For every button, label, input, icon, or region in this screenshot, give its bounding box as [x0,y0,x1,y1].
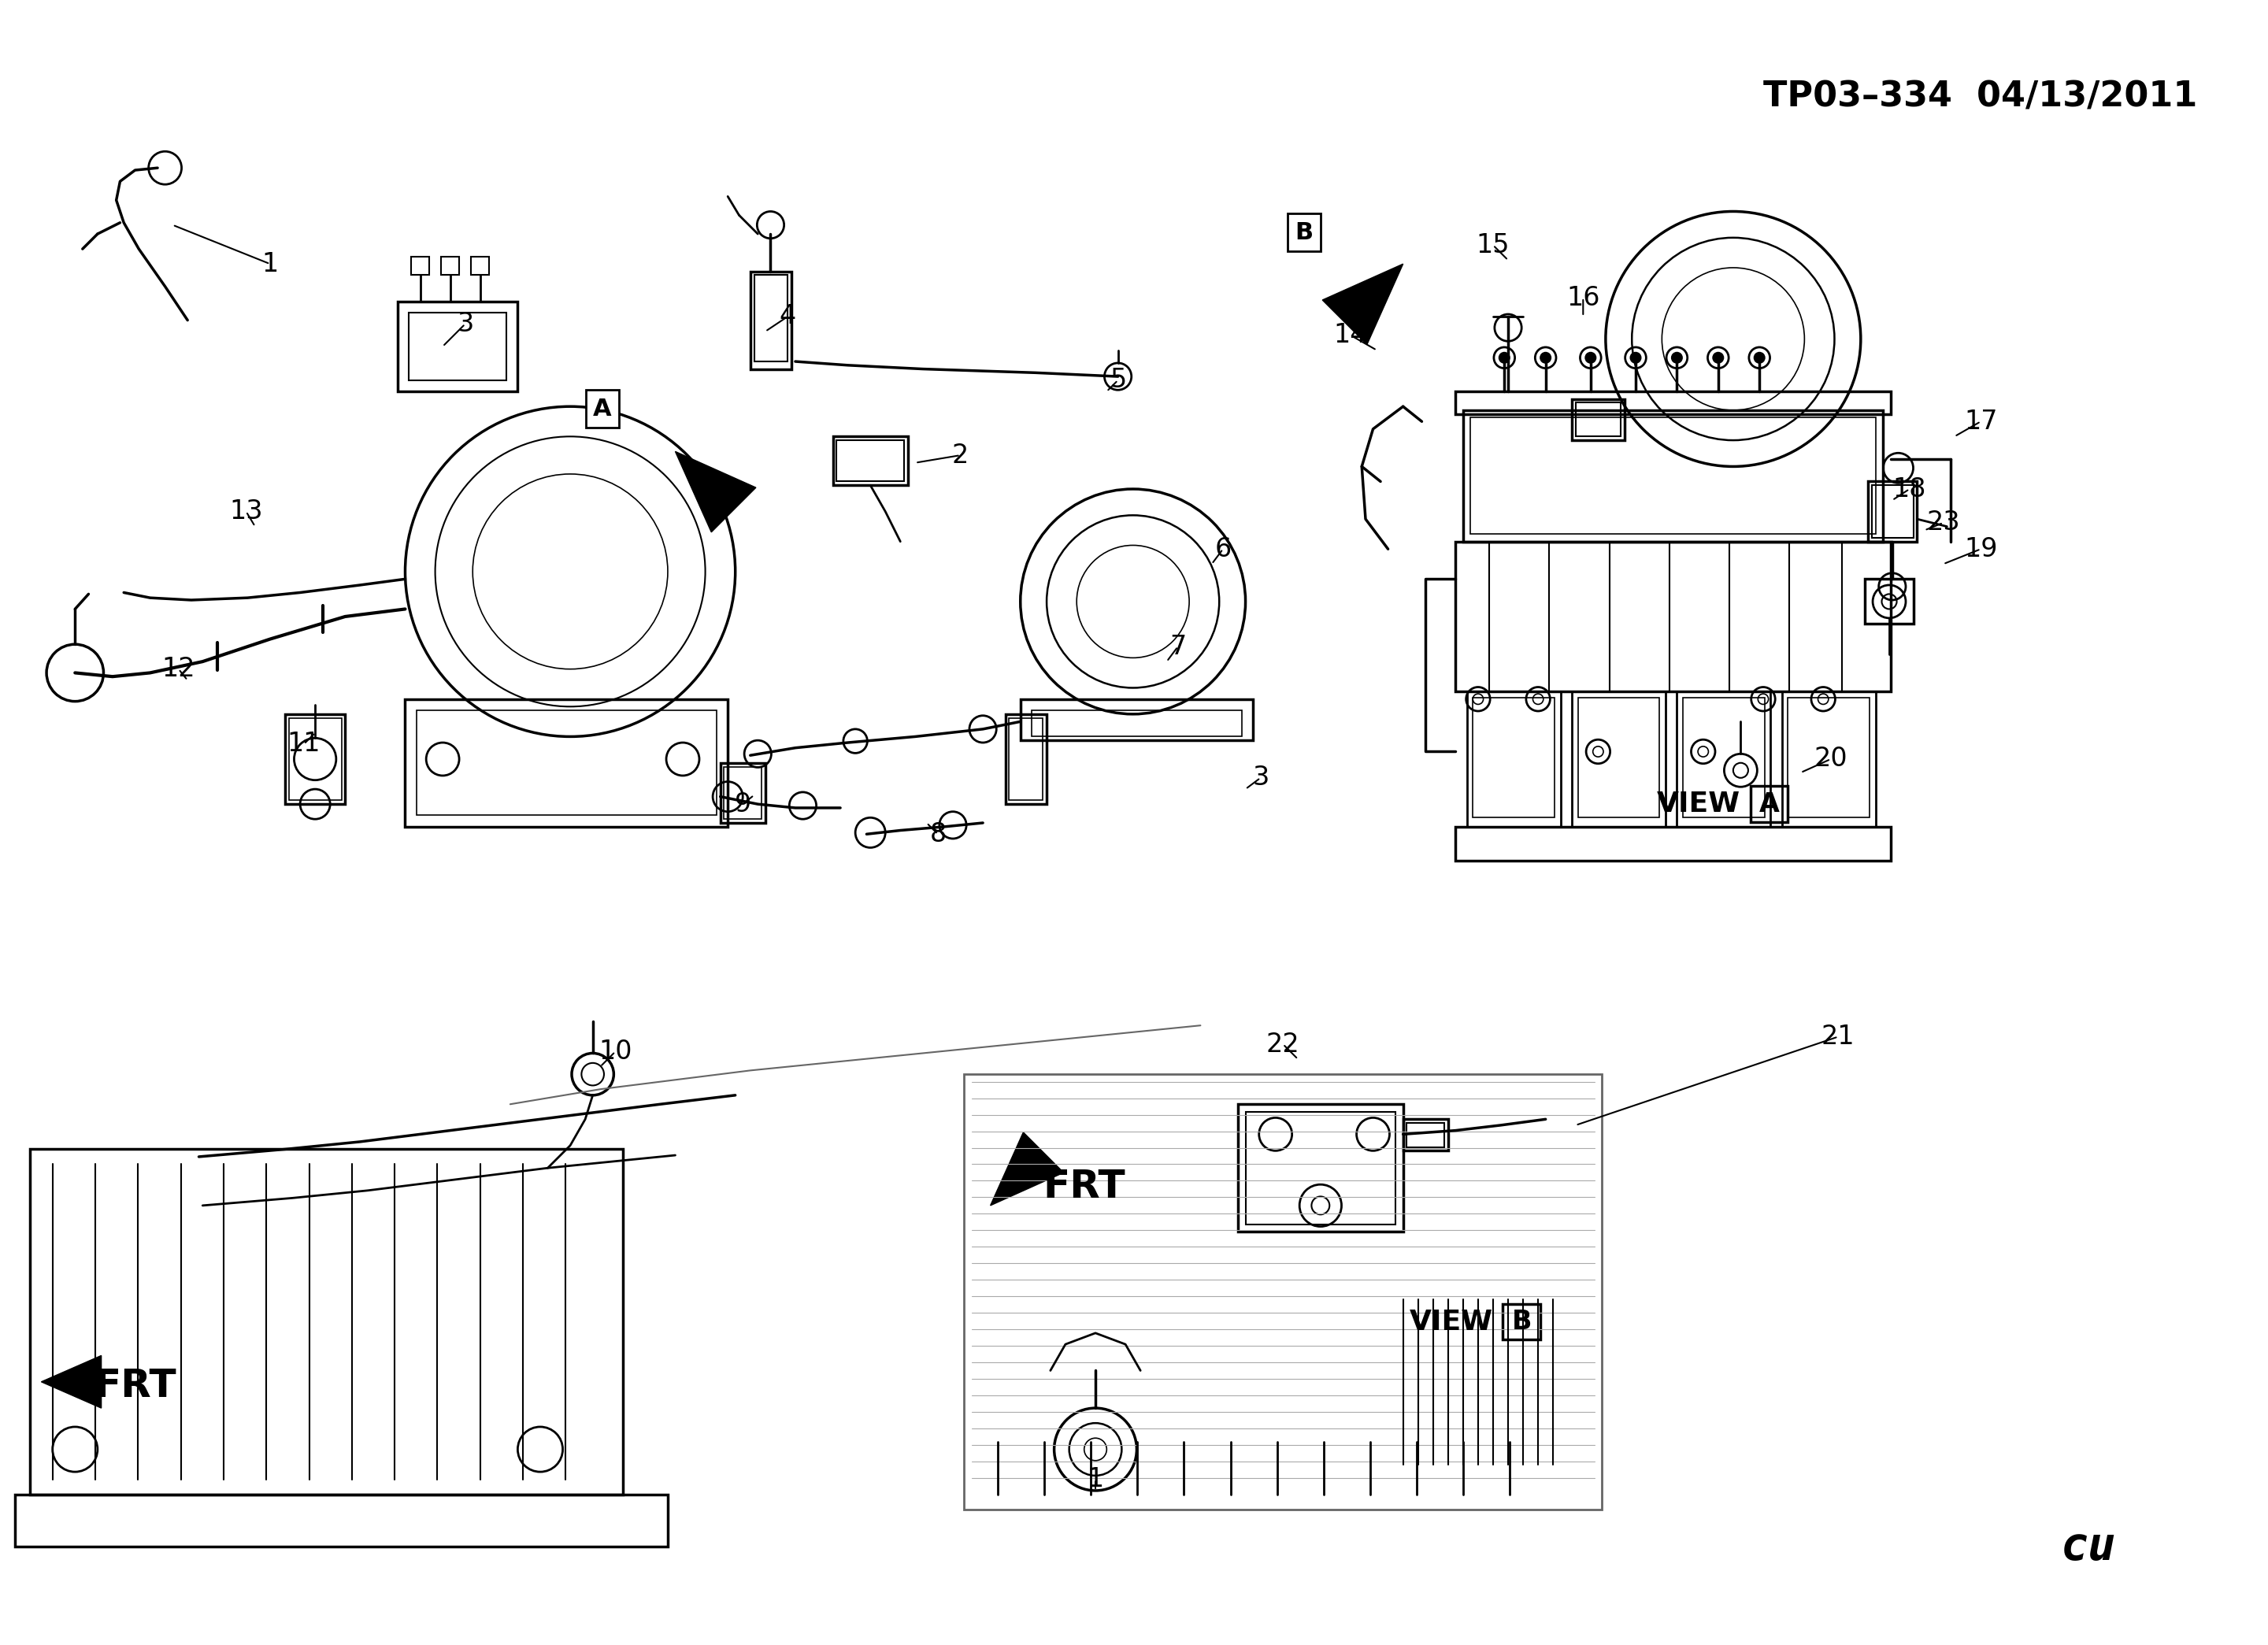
Text: 5: 5 [1109,367,1127,393]
Circle shape [1585,352,1597,364]
Polygon shape [1322,263,1404,344]
Text: 13: 13 [229,498,263,525]
Bar [406,699,728,827]
Bar [1783,691,1876,827]
Circle shape [1499,352,1510,364]
Bar [411,257,429,275]
Bar [1467,691,1560,827]
Bar [29,1150,624,1494]
Bar [1404,1119,1447,1152]
Bar [417,711,717,816]
Circle shape [1712,352,1724,364]
Bar [442,257,458,275]
Bar [1871,485,1914,538]
Text: FRT: FRT [1043,1168,1125,1206]
Bar [1456,827,1892,860]
Bar [1032,711,1243,737]
Bar [1683,697,1765,818]
Text: B: B [1295,220,1313,243]
Text: 18: 18 [1894,475,1926,502]
Text: 1: 1 [261,252,279,276]
Text: 4: 4 [780,303,796,329]
Text: cu: cu [2062,1525,2116,1569]
Bar [1572,691,1665,827]
Bar [1869,482,1916,541]
Polygon shape [676,451,755,531]
Bar [723,767,762,819]
Circle shape [1753,352,1765,364]
Text: 9: 9 [735,791,751,818]
Text: 10: 10 [599,1038,633,1064]
Text: 14: 14 [1334,322,1368,349]
Text: 22: 22 [1266,1031,1300,1058]
Text: B: B [1510,1309,1531,1334]
Text: 15: 15 [1476,232,1510,258]
Bar [1456,392,1892,415]
Text: 1: 1 [1086,1466,1105,1492]
Bar [1470,418,1876,535]
Text: 8: 8 [930,821,946,847]
Bar [1676,691,1771,827]
Polygon shape [41,1355,102,1408]
Bar [1009,717,1043,801]
Bar [753,275,787,362]
Bar [408,313,506,380]
Bar [288,717,342,801]
Text: 6: 6 [1216,536,1232,563]
Bar [964,1074,1601,1510]
Bar [472,257,490,275]
Text: 17: 17 [1964,408,1998,434]
Bar [1005,714,1046,804]
Text: 20: 20 [1814,747,1848,772]
Text: 7: 7 [1170,633,1186,660]
Text: 2: 2 [953,443,968,469]
Circle shape [1631,352,1640,364]
Bar [837,441,905,482]
Text: 11: 11 [288,730,320,757]
Bar [1864,579,1914,623]
Bar [16,1494,667,1546]
Text: 12: 12 [161,656,195,683]
Bar [1572,400,1624,441]
Circle shape [1540,352,1551,364]
Text: TP03–334  04/13/2011: TP03–334 04/13/2011 [1762,81,2198,114]
Text: A: A [1760,791,1780,818]
Text: 3: 3 [456,311,474,337]
Text: 23: 23 [1926,510,1960,536]
Bar [286,714,345,804]
Bar [1238,1104,1404,1232]
Text: 21: 21 [1821,1023,1855,1050]
Bar [1463,410,1882,541]
Text: VIEW: VIEW [1408,1308,1492,1336]
Bar [1406,1124,1445,1147]
Bar [1245,1112,1395,1224]
Text: 19: 19 [1964,536,1998,563]
Bar [832,436,907,485]
Bar [751,271,792,368]
Polygon shape [991,1132,1064,1206]
Bar [1021,699,1252,740]
Text: 3: 3 [1252,765,1268,791]
Bar [1576,403,1622,436]
Text: A: A [594,398,612,419]
Text: FRT: FRT [93,1367,177,1405]
Text: 16: 16 [1567,285,1599,311]
Bar [721,763,764,822]
Bar [1787,697,1869,818]
Bar [1472,697,1554,818]
Bar [1456,541,1892,691]
Bar [397,301,517,392]
Circle shape [1672,352,1683,364]
Bar [1579,697,1660,818]
Text: VIEW: VIEW [1658,791,1740,818]
